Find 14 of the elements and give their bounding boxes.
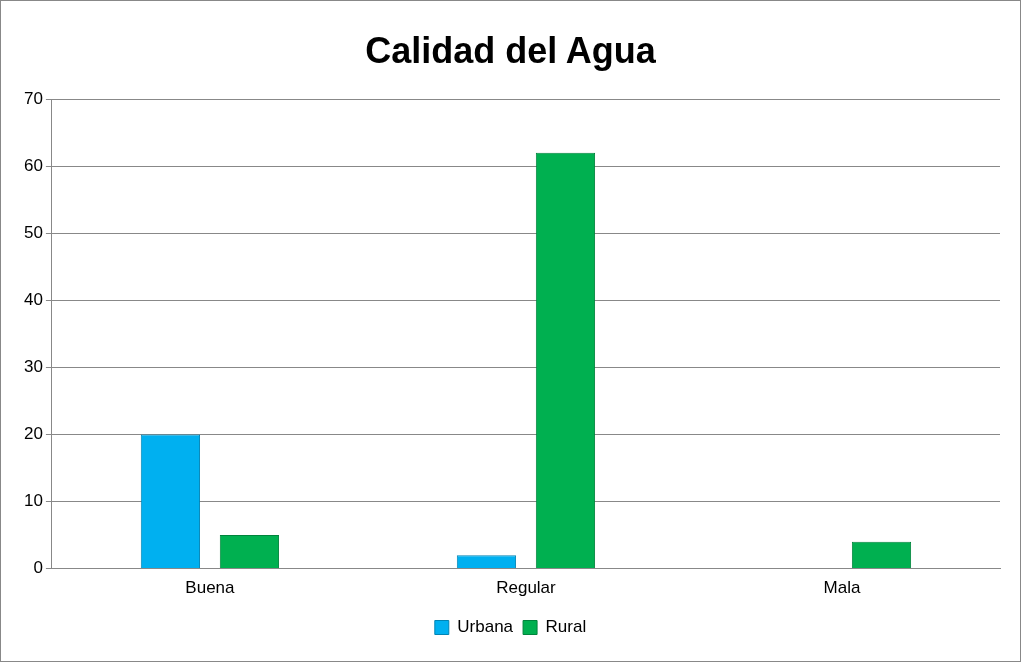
legend-label: Rural xyxy=(545,617,587,637)
y-tick-label: 0 xyxy=(33,558,43,578)
x-tick-label: Buena xyxy=(185,578,236,598)
y-tick-label: 10 xyxy=(23,491,43,511)
y-tick-label: 70 xyxy=(23,88,43,108)
y-tick-label: 40 xyxy=(23,290,43,310)
x-tick-label: Regular xyxy=(496,578,557,598)
y-tick-label: 20 xyxy=(23,424,43,444)
y-tick-label: 60 xyxy=(23,155,43,175)
y-tick-label: 30 xyxy=(23,357,43,377)
x-tick-label: Mala xyxy=(823,578,861,598)
legend-label: Urbana xyxy=(457,617,514,637)
chart-title: Calidad del Agua xyxy=(365,29,657,71)
y-tick-label: 50 xyxy=(23,223,43,242)
